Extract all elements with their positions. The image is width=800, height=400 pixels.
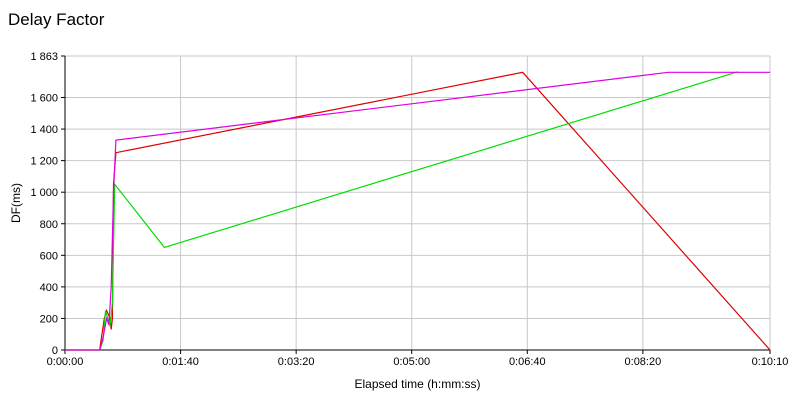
y-tick-label: 600 [40, 250, 58, 262]
x-tick-label: 0:00:00 [47, 356, 84, 368]
plot-area [65, 56, 770, 350]
x-tick-label: 0:10:10 [752, 356, 789, 368]
y-tick-label: 1 600 [30, 93, 58, 105]
x-tick-label: 0:01:40 [162, 356, 199, 368]
y-tick-label: 1 200 [30, 156, 58, 168]
chart-title: Delay Factor [8, 10, 105, 29]
series-line-3 [65, 71, 770, 351]
y-tick-label: 400 [40, 282, 58, 294]
y-tick-label: 1 000 [30, 187, 58, 199]
x-axis-title: Elapsed time (h:mm:ss) [354, 377, 480, 391]
y-tick-label: 800 [40, 219, 58, 231]
y-tick-label: 0 [52, 345, 58, 357]
y-tick-label: 1 400 [30, 124, 58, 136]
x-tick-label: 0:06:40 [509, 356, 546, 368]
x-tick-label: 0:08:20 [625, 356, 662, 368]
y-tick-label: 1 863 [30, 51, 58, 63]
y-axis-title: DF(ms) [9, 183, 23, 223]
x-tick-label: 0:05:00 [393, 356, 430, 368]
y-tick-label: 200 [40, 313, 58, 325]
x-tick-label: 0:03:20 [278, 356, 315, 368]
